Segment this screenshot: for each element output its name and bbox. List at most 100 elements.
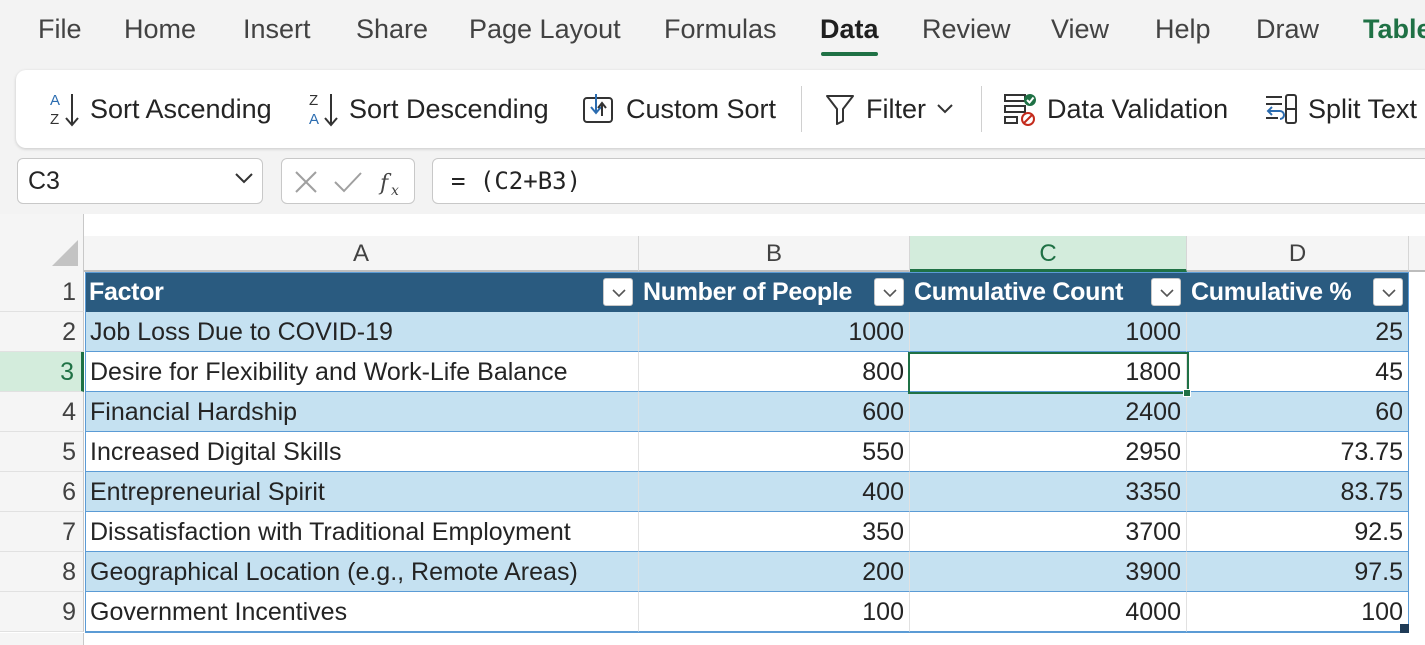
row-header-4[interactable]: 4 — [0, 392, 84, 432]
cell-number-of-people[interactable]: 800 — [639, 352, 910, 392]
cell-cumulative-count[interactable]: 1000 — [910, 312, 1187, 352]
sort-descending-button[interactable]: Z A Sort Descending — [307, 88, 549, 130]
cell-factor[interactable]: Dissatisfaction with Traditional Employm… — [85, 512, 639, 552]
cell-factor[interactable]: Government Incentives — [85, 592, 639, 632]
formula-input[interactable]: = (C2+B3) — [432, 158, 1425, 204]
cell-factor[interactable]: Job Loss Due to COVID-19 — [85, 312, 639, 352]
chevron-down-icon — [1382, 289, 1396, 298]
insert-function-icon[interactable]: f x — [378, 168, 408, 198]
cell-cumulative-count[interactable]: 2400 — [910, 392, 1187, 432]
formula-buttons: f x — [281, 158, 415, 204]
cell-number-of-people[interactable]: 550 — [639, 432, 910, 472]
menu-view[interactable]: View — [1051, 14, 1110, 44]
filter-dropdown-button[interactable] — [1373, 278, 1403, 306]
column-header-d[interactable]: D — [1187, 236, 1409, 272]
menu-page-layout[interactable]: Page Layout — [469, 14, 621, 44]
table-header-factor[interactable]: Factor — [85, 272, 639, 312]
column-header-e[interactable] — [1409, 236, 1425, 272]
cell-cumulative-count[interactable]: 3900 — [910, 552, 1187, 592]
split-text-label: Split Text — [1308, 93, 1418, 124]
sort-ascending-button[interactable]: A Z Sort Ascending — [48, 88, 272, 130]
table-header-label: Number of People — [643, 278, 853, 306]
menu-draw[interactable]: Draw — [1256, 14, 1320, 44]
chevron-down-icon — [1160, 289, 1174, 298]
cell-number-of-people[interactable]: 200 — [639, 552, 910, 592]
cell-factor[interactable]: Increased Digital Skills — [85, 432, 639, 472]
ribbon-toolbar: A Z Sort Ascending Z A Sort Descending C… — [16, 70, 1425, 148]
cell-factor[interactable]: Entrepreneurial Spirit — [85, 472, 639, 512]
menu-home[interactable]: Home — [124, 14, 197, 44]
menu-formulas[interactable]: Formulas — [664, 14, 777, 44]
menu-file[interactable]: File — [38, 14, 82, 44]
row-header-2[interactable]: 2 — [0, 312, 84, 352]
cell-cumulative-percent[interactable]: 100 — [1187, 592, 1409, 632]
cell-cumulative-count[interactable]: 2950 — [910, 432, 1187, 472]
filter-dropdown-button[interactable] — [1151, 278, 1181, 306]
data-validation-label: Data Validation — [1047, 93, 1229, 124]
chevron-down-icon — [883, 289, 897, 298]
row-header-1[interactable]: 1 — [0, 272, 84, 312]
row-header-5[interactable]: 5 — [0, 432, 84, 472]
svg-text:f: f — [378, 171, 392, 196]
menu-table[interactable]: Table — [1363, 14, 1425, 44]
cell-cumulative-percent[interactable]: 25 — [1187, 312, 1409, 352]
name-box-value: C3 — [28, 167, 60, 195]
cell-cumulative-percent[interactable]: 92.5 — [1187, 512, 1409, 552]
row-header-9[interactable]: 9 — [0, 592, 84, 632]
row-header-6[interactable]: 6 — [0, 472, 84, 512]
cell-factor[interactable]: Geographical Location (e.g., Remote Area… — [85, 552, 639, 592]
cell-cumulative-count[interactable]: 3350 — [910, 472, 1187, 512]
cell-cumulative-percent[interactable]: 83.75 — [1187, 472, 1409, 512]
split-text-icon — [1266, 94, 1297, 124]
row-header-8[interactable]: 8 — [0, 552, 84, 592]
row-header-3[interactable]: 3 — [0, 352, 84, 392]
cell-number-of-people[interactable]: 100 — [639, 592, 910, 632]
table-header-cumulative-count[interactable]: Cumulative Count — [910, 272, 1187, 312]
svg-text:Z: Z — [50, 111, 59, 128]
cell-cumulative-percent[interactable]: 97.5 — [1187, 552, 1409, 592]
column-header-a[interactable]: A — [84, 236, 639, 272]
menu-review[interactable]: Review — [922, 14, 1011, 44]
cell-cumulative-count[interactable]: 1800 — [910, 352, 1187, 392]
chevron-down-icon — [937, 104, 953, 114]
cell-cumulative-count[interactable]: 3700 — [910, 512, 1187, 552]
row-header-7[interactable]: 7 — [0, 512, 84, 552]
svg-text:x: x — [391, 183, 399, 198]
menu-help[interactable]: Help — [1155, 14, 1211, 44]
cell-number-of-people[interactable]: 400 — [639, 472, 910, 512]
cell-number-of-people[interactable]: 1000 — [639, 312, 910, 352]
custom-sort-button[interactable]: Custom Sort — [582, 88, 776, 130]
cell-cumulative-count[interactable]: 4000 — [910, 592, 1187, 632]
cell-number-of-people[interactable]: 600 — [639, 392, 910, 432]
table-header-label: Cumulative Count — [914, 278, 1124, 306]
fill-handle[interactable] — [1183, 389, 1191, 397]
cell-cumulative-percent[interactable]: 45 — [1187, 352, 1409, 392]
check-icon[interactable] — [332, 168, 364, 196]
table-header-number-of-people[interactable]: Number of People — [639, 272, 910, 312]
row-header-10[interactable] — [0, 633, 84, 645]
filter-button[interactable]: Filter — [824, 88, 954, 130]
menu-data[interactable]: Data — [820, 14, 879, 44]
cell-cumulative-percent[interactable]: 73.75 — [1187, 432, 1409, 472]
chevron-down-icon[interactable] — [234, 171, 254, 185]
menu-insert[interactable]: Insert — [243, 14, 311, 44]
menu-share[interactable]: Share — [356, 14, 429, 44]
filter-dropdown-button[interactable] — [874, 278, 904, 306]
ribbon-separator — [801, 86, 802, 132]
table-resize-handle[interactable] — [1400, 624, 1409, 633]
name-box[interactable]: C3 — [17, 158, 263, 204]
column-header-c[interactable]: C — [910, 236, 1187, 272]
table-header-cumulative-percent[interactable]: Cumulative % — [1187, 272, 1409, 312]
filter-icon — [826, 95, 854, 125]
filter-dropdown-button[interactable] — [603, 278, 633, 306]
svg-text:Z: Z — [309, 92, 318, 109]
cell-cumulative-percent[interactable]: 60 — [1187, 392, 1409, 432]
split-text-button[interactable]: Split Text — [1264, 88, 1417, 130]
data-validation-button[interactable]: Data Validation — [1003, 88, 1228, 130]
table-header-label: Factor — [89, 278, 164, 306]
cell-factor[interactable]: Financial Hardship — [85, 392, 639, 432]
cancel-icon[interactable] — [292, 168, 320, 196]
cell-factor[interactable]: Desire for Flexibility and Work-Life Bal… — [85, 352, 639, 392]
cell-number-of-people[interactable]: 350 — [639, 512, 910, 552]
column-header-b[interactable]: B — [639, 236, 910, 272]
